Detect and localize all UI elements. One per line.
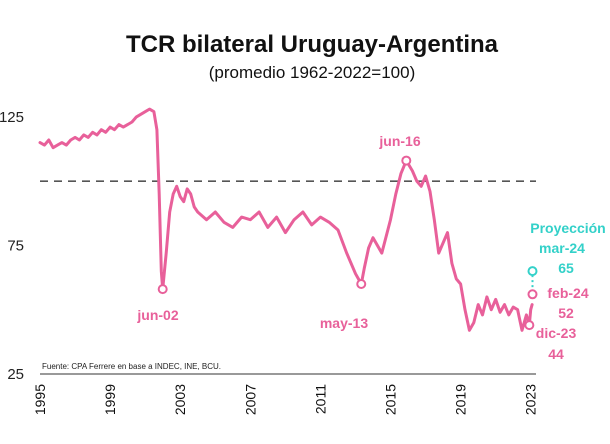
x-tick-label: 2023 — [523, 384, 539, 415]
x-tick-label: 2003 — [172, 384, 188, 415]
annotation-feb-24: feb-24 — [547, 285, 588, 301]
annotation-dic-23-value: 44 — [548, 346, 564, 362]
y-tick-label: 125 — [0, 109, 24, 126]
projection-period: mar-24 — [539, 240, 585, 256]
x-axis-ticks: 1995 1999 2003 2007 2011 2015 2019 2023 — [32, 384, 539, 415]
marker-jun-02 — [157, 284, 168, 295]
chart-title: TCR bilateral Uruguay-Argentina — [126, 31, 499, 58]
x-tick-label: 2015 — [383, 384, 399, 415]
annotation-dic-23: dic-23 — [536, 325, 577, 341]
projection-label: Proyección — [530, 220, 605, 236]
marker-projection-mar-24 — [527, 266, 538, 277]
markers — [157, 155, 538, 331]
x-tick-label: 2019 — [453, 384, 469, 415]
annotation-jun-16: jun-16 — [378, 133, 420, 149]
x-tick-label: 2011 — [312, 384, 328, 414]
marker-may-13 — [356, 279, 367, 289]
y-tick-label: 25 — [7, 366, 24, 383]
x-tick-label: 1999 — [102, 384, 118, 415]
marker-jun-16 — [401, 155, 412, 166]
source-note: Fuente: CPA Ferrere en base a INDEC, INE… — [42, 362, 221, 371]
marker-dic-23 — [524, 320, 535, 331]
projection-value: 65 — [558, 260, 574, 276]
series-line-tcr — [38, 107, 534, 332]
y-tick-label: 75 — [7, 237, 24, 254]
marker-feb-24 — [527, 289, 538, 300]
x-tick-label: 1995 — [32, 384, 48, 415]
chart-subtitle: (promedio 1962-2022=100) — [209, 63, 416, 82]
annotation-may-13: may-13 — [320, 315, 368, 331]
x-tick-label: 2007 — [242, 384, 258, 415]
annotation-feb-24-value: 52 — [558, 305, 574, 321]
y-axis-ticks: 125 75 25 — [0, 109, 24, 383]
annotation-jun-02: jun-02 — [136, 307, 178, 323]
